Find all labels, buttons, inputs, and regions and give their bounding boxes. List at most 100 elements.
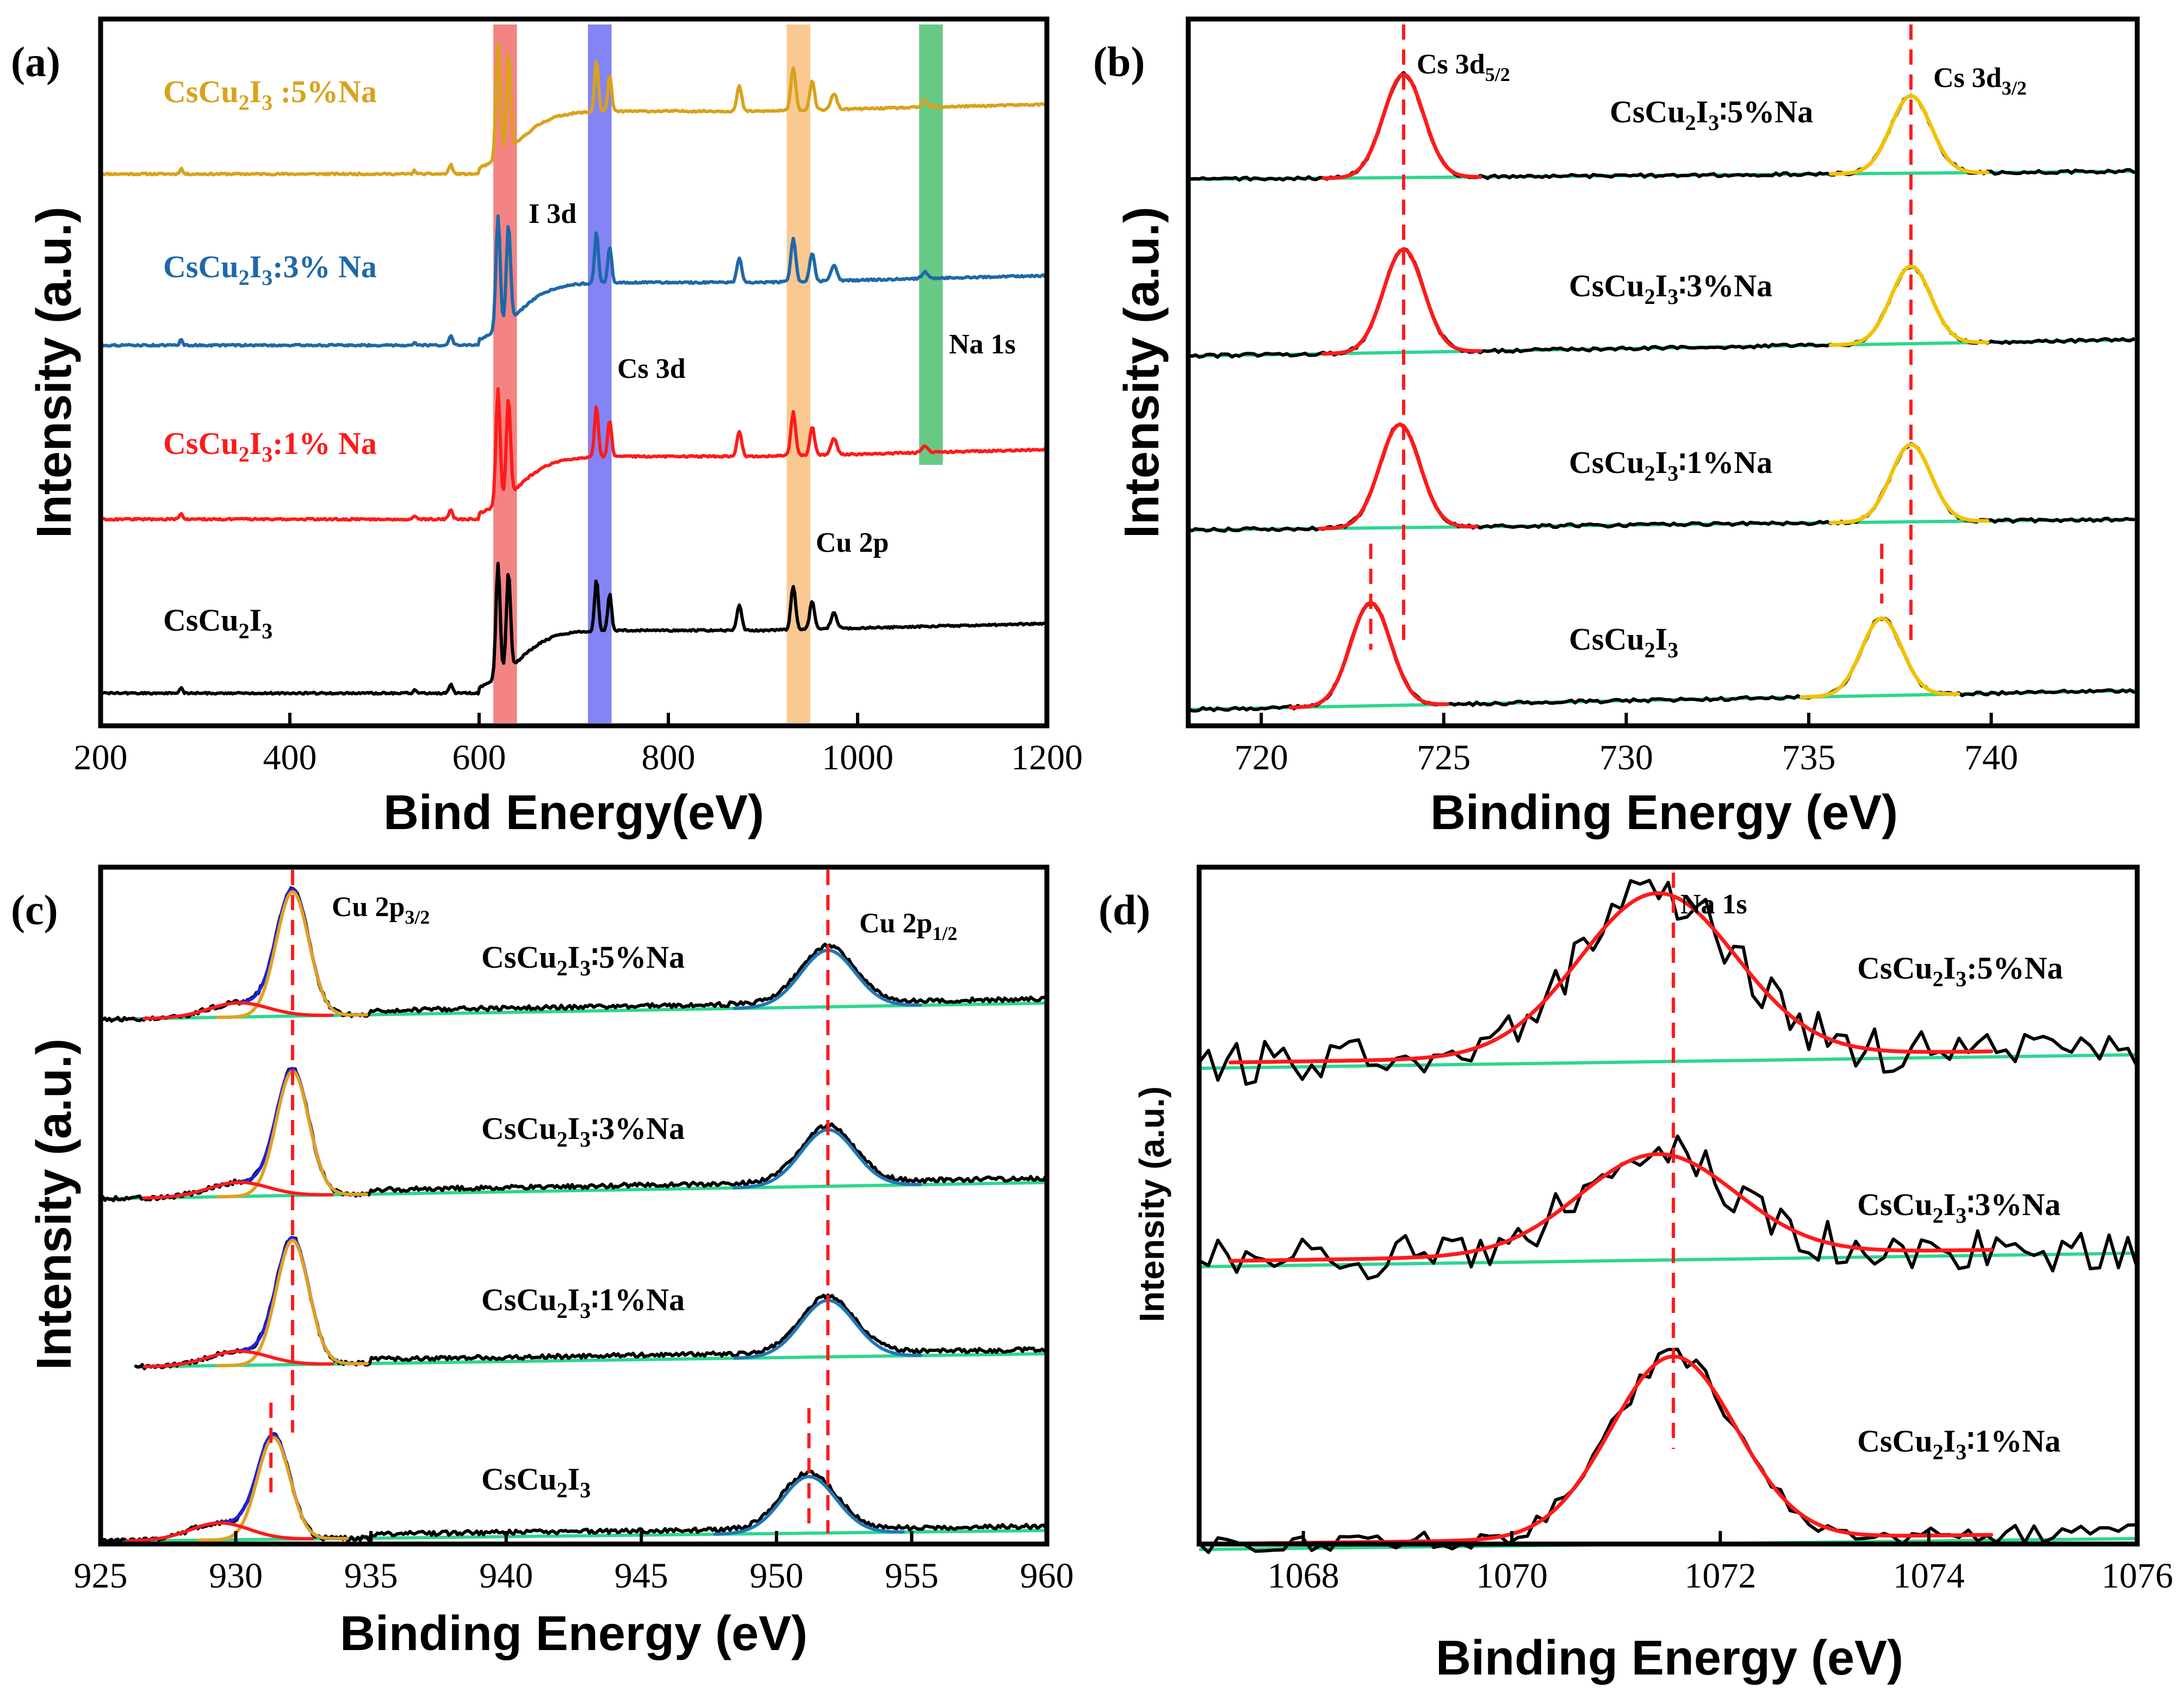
panel-c-reference-lines: [269, 870, 830, 1533]
panel-c-peak-label-32: Cu 2p3/2: [332, 892, 430, 928]
panel-c-fit-shoulder-0: [142, 1001, 334, 1020]
panel-d-plot-frame: [1196, 864, 2140, 1547]
panel-c-tick-label-950: 950: [749, 1556, 803, 1596]
panel-b-label-5pct: CsCu2I3∶5%Na: [1610, 94, 1813, 135]
panel-b-peak-label-32: Cs 3d3/2: [1933, 63, 2027, 99]
panel-d-tick-label-1068: 1068: [1268, 1556, 1339, 1596]
panel-b-fit-52-0: [1321, 72, 1482, 180]
panel-d-tick-label-1070: 1070: [1476, 1556, 1548, 1596]
panel-d-label-5pct: CsCu2I3:5%Na: [1857, 950, 2063, 991]
panel-b-tick-label-720: 720: [1234, 738, 1288, 777]
panel-b-tick-label-735: 735: [1782, 738, 1835, 777]
panel-d-label-3pct: CsCu2I3∶3%Na: [1857, 1187, 2061, 1228]
panel-b-plot-frame: [1186, 16, 2140, 729]
panel-a-traces: [99, 42, 1048, 696]
panel-c-x-axis-title: Binding Energy (eV): [340, 1607, 808, 1661]
panel-a-x-axis-title: Bind Energy(eV): [383, 786, 764, 840]
panel-d-y-axis-title: Intensity (a.u.): [1132, 1086, 1171, 1322]
panel-c-tick-label-960: 960: [1020, 1556, 1074, 1596]
panel-b-label-pristine: CsCu2I3: [1569, 621, 1678, 662]
panel-b-traces: [1187, 71, 2138, 713]
panel-c-baseline-0: [100, 1001, 1047, 1021]
panel-b-fit-32-0: [1828, 94, 1990, 176]
panel-d-tick-label-1076: 1076: [2101, 1556, 2173, 1596]
panel-b-fit-52-1: [1321, 247, 1482, 356]
panel-c-fit-shoulder-3: [125, 1521, 314, 1543]
panel-a-label-3pct: CsCu2I3:3% Na: [163, 249, 377, 290]
panel-a-y-axis-title: Intensity (a.u.): [27, 207, 82, 538]
panel-a-tick-label-800: 800: [642, 738, 696, 777]
panel-a-tick-label-200: 200: [74, 738, 128, 777]
panel-d-peak-label: Na 1s: [1680, 889, 1747, 920]
panel-b-fit-52-3: [1288, 600, 1449, 709]
panel-c-label-3pct: CsCu2I3∶3%Na: [481, 1111, 685, 1152]
panel-c: 925 930 935 940 945 950 955 960 (c) Binding Ene…: [11, 864, 1074, 1661]
panel-c-peak-label-12: Cu 2p1/2: [859, 908, 957, 944]
panel-d-x-ticks: 1068 1070 1072 1074 1076: [1268, 1531, 2173, 1596]
panel-a-label-5pct: CsCu2I3 :5%Na: [163, 74, 377, 115]
panel-b: 720 725 730 735 740 (b) Binding Energy (eV) …: [1093, 16, 2140, 840]
panel-c-label-pristine: CsCu2I3: [481, 1461, 591, 1502]
panel-b-fit-52-2: [1318, 422, 1479, 531]
panel-a-tick-label-400: 400: [263, 738, 317, 777]
panel-a-trace-2: [99, 387, 1048, 522]
panel-a-trace-1: [99, 214, 1048, 348]
panel-a-trace-0: [99, 42, 1048, 177]
panel-c-tick-label-930: 930: [209, 1556, 263, 1596]
panel-a-annot-na1s: Na 1s: [949, 329, 1016, 360]
panel-b-tick-label-740: 740: [1964, 738, 2018, 777]
panel-b-x-ticks: 720 725 730 735 740: [1234, 713, 2018, 777]
panel-c-plot-frame: [98, 864, 1050, 1547]
panel-a-trace-3: [99, 562, 1048, 696]
panel-d-raw-0: [1198, 879, 2139, 1086]
panel-a-label: (a): [11, 38, 60, 85]
panel-c-fit-main-2: [216, 1238, 369, 1367]
panel-c-traces: [99, 886, 1048, 1545]
panel-b-label: (b): [1093, 38, 1145, 85]
panel-b-fit-32-2: [1828, 442, 1990, 525]
panel-d-raw-2: [1198, 1347, 2139, 1554]
panel-a-label-pristine: CsCu2I3: [163, 602, 272, 643]
panel-a-label-1pct: CsCu2I3:1% Na: [163, 426, 377, 466]
panel-a-annot-cu2p: Cu 2p: [816, 527, 889, 558]
panel-d-fit-0: [1228, 891, 1994, 1065]
panel-a: 200 400 600 800 1000 1200 (a) Bind Energy(eV)…: [11, 16, 1083, 840]
panel-d-label: (d): [1099, 886, 1150, 933]
panel-b-reference-lines: [1369, 24, 1913, 650]
panel-d-fit-1: [1228, 1152, 1994, 1263]
panel-c-x-ticks: 925 930 935 940 945 950 955 960: [74, 1531, 1074, 1596]
panel-a-annot-i3d: I 3d: [529, 198, 576, 229]
panel-a-plot-frame: [98, 16, 1050, 729]
panel-c-tick-label-955: 955: [885, 1556, 939, 1596]
panel-d-baseline-0: [1199, 1053, 2138, 1070]
panel-c-tick-label-925: 925: [74, 1556, 128, 1596]
panel-c-tick-label-940: 940: [479, 1556, 533, 1596]
panel-c-fit-12-3: [713, 1475, 905, 1536]
panel-c-label: (c): [11, 886, 58, 933]
panel-d-tick-label-1074: 1074: [1893, 1556, 1965, 1596]
panel-c-envelope-1: [157, 1067, 369, 1199]
panel-b-y-axis-title: Intensity (a.u.): [1115, 207, 1169, 538]
panel-d-tick-label-1072: 1072: [1684, 1556, 1756, 1596]
panel-d: 1068 1070 1072 1074 1076 (d) Binding Energy …: [1099, 864, 2173, 1685]
panel-c-label-5pct: CsCu2I3∶5%Na: [481, 939, 685, 980]
panel-a-tick-label-600: 600: [452, 738, 506, 777]
panel-a-tick-label-1000: 1000: [822, 738, 894, 777]
panel-d-raw-1: [1198, 1134, 2139, 1280]
panel-c-baseline-2: [135, 1352, 1047, 1369]
panel-b-peak-label-52: Cs 3d5/2: [1417, 49, 1510, 85]
panel-d-label-1pct: CsCu2I3∶1%Na: [1857, 1423, 2061, 1464]
panel-c-label-1pct: CsCu2I3∶1%Na: [481, 1282, 685, 1323]
panel-a-annot-cs3d: Cs 3d: [617, 353, 686, 384]
panel-b-tick-label-725: 725: [1417, 738, 1471, 777]
panel-c-fit-main-0: [215, 890, 369, 1019]
panel-b-x-axis-title: Binding Energy (eV): [1430, 786, 1898, 840]
panel-c-fit-shoulder-2: [142, 1349, 334, 1368]
panel-a-highlight-bands: [493, 24, 943, 723]
panel-c-tick-label-945: 945: [615, 1556, 668, 1596]
panel-c-baseline-1: [100, 1181, 1047, 1200]
panel-b-fit-32-1: [1828, 264, 1990, 347]
panel-b-label-1pct: CsCu2I3∶1%Na: [1569, 445, 1772, 486]
panel-a-x-ticks: 200 400 600 800 1000 1200: [74, 713, 1083, 777]
